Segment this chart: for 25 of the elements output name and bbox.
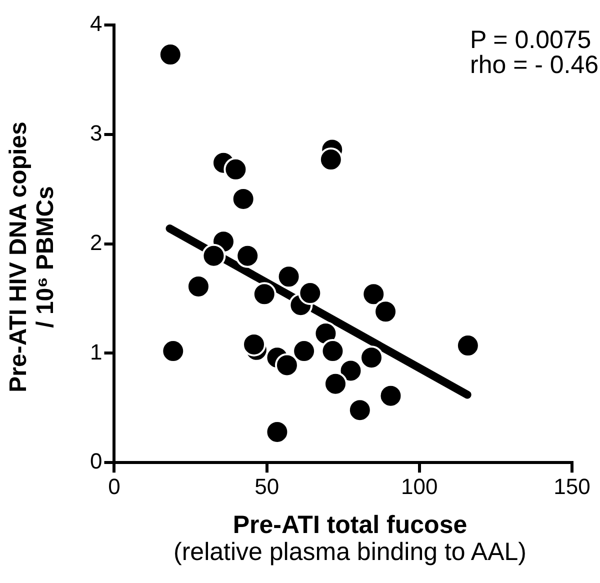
y-axis-title: Pre-ATI HIV DNA copies / 10⁶ PBMCs bbox=[5, 120, 59, 394]
point bbox=[236, 244, 260, 268]
x-tick-label: 100 bbox=[401, 474, 438, 499]
annotation: rho = - 0.46 bbox=[470, 51, 599, 79]
y-tick-label: 4 bbox=[90, 11, 102, 36]
point bbox=[362, 282, 386, 306]
point bbox=[360, 346, 384, 370]
y-tick-label: 1 bbox=[90, 339, 102, 364]
y-tick-label: 3 bbox=[90, 120, 102, 146]
y-tick-label: 2 bbox=[90, 230, 102, 255]
x-axis-title: Pre-ATI total fucose (relative plasma binding to AAL) bbox=[172, 511, 528, 566]
y-tick-label: 0 bbox=[90, 448, 102, 474]
point bbox=[348, 398, 372, 422]
point bbox=[338, 358, 363, 383]
x-tick-label: 50 bbox=[254, 474, 280, 499]
point bbox=[378, 384, 403, 408]
point bbox=[224, 157, 248, 182]
point bbox=[202, 244, 226, 268]
annotation: P = 0.0075 bbox=[470, 26, 592, 54]
point bbox=[274, 353, 299, 378]
point bbox=[276, 264, 301, 289]
point bbox=[298, 281, 322, 306]
point bbox=[252, 282, 276, 306]
x-tick-label: 150 bbox=[554, 474, 590, 499]
x-tick-label: 0 bbox=[108, 474, 120, 499]
